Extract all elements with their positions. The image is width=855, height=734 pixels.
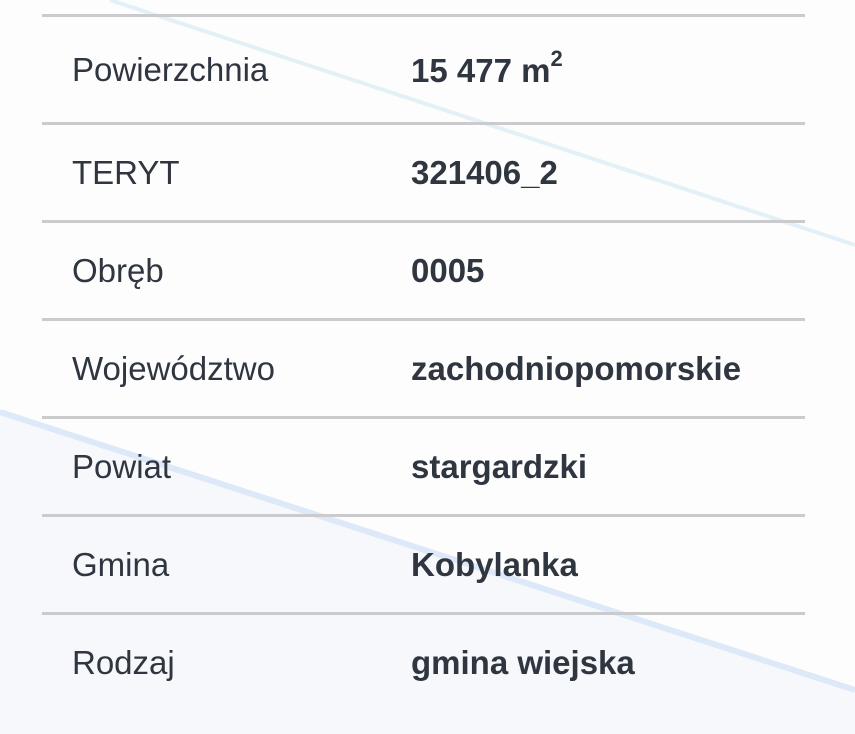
row-label: Powiat (72, 447, 172, 485)
row-value: 321406_2 (411, 153, 558, 191)
row-teryt: TERYT 321406_2 (42, 122, 805, 220)
row-rodzaj: Rodzaj gmina wiejska (42, 612, 805, 710)
row-label: Rodzaj (72, 643, 175, 681)
row-label: TERYT (72, 153, 180, 191)
row-label: Gmina (72, 545, 170, 583)
row-label: Obręb (72, 251, 164, 289)
row-value: Kobylanka (411, 545, 578, 583)
row-value: 0005 (411, 251, 485, 289)
row-label: Województwo (72, 349, 275, 387)
row-value: gmina wiejska (411, 643, 635, 681)
row-obreb: Obręb 0005 (42, 220, 805, 318)
row-gmina: Gmina Kobylanka (42, 514, 805, 612)
row-label: Powierzchnia (72, 50, 269, 88)
row-value: stargardzki (411, 447, 588, 485)
row-powierzchnia: Powierzchnia 15 477 m2 (42, 14, 805, 122)
row-value: 15 477 m2 (411, 45, 563, 89)
row-powiat: Powiat stargardzki (42, 416, 805, 514)
parcel-details-table: Powierzchnia 15 477 m2 TERYT 321406_2 Ob… (42, 14, 805, 710)
row-value: zachodniopomorskie (411, 349, 742, 387)
row-wojewodztwo: Województwo zachodniopomorskie (42, 318, 805, 416)
